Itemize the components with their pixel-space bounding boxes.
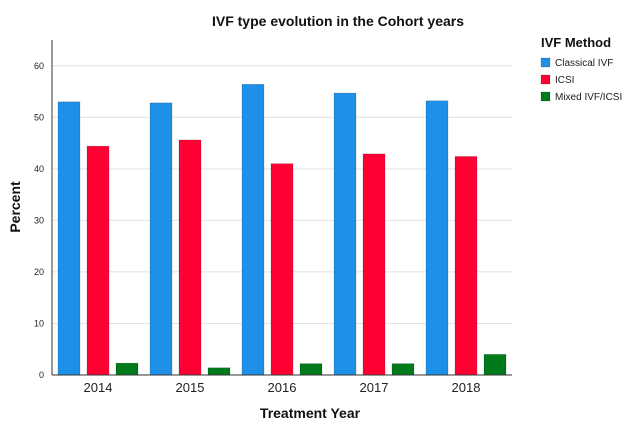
legend-title: IVF Method [541,35,611,50]
bar-icsi-2016 [270,163,294,376]
bar-classical-ivf-2016 [241,84,265,376]
bar-icsi-2014 [86,145,110,376]
bar-mixed-ivf-icsi-2014 [115,362,139,376]
y-tick-label: 0 [39,370,44,380]
y-tick-label: 50 [34,112,44,122]
legend-swatch-icsi [540,74,551,85]
legend-label: Classical IVF [555,58,613,69]
y-tick-label: 10 [34,318,44,328]
bar-classical-ivf-2018 [425,100,449,376]
y-tick-label: 30 [34,215,44,225]
legend-label: Mixed IVF/ICSI [555,92,622,103]
y-tick-labels: 0 10 20 30 40 50 60 [34,61,44,380]
legend-swatch-mixed-ivf-icsi [540,91,551,102]
x-tick-label: 2017 [360,380,389,395]
x-tick-label: 2014 [84,380,113,395]
bar-classical-ivf-2015 [149,102,173,376]
legend-items: Classical IVF ICSI Mixed IVF/ICSI [540,57,622,103]
x-axis-title: Treatment Year [260,405,361,421]
bar-mixed-ivf-icsi-2016 [299,363,323,376]
y-tick-label: 40 [34,164,44,174]
bar-icsi-2017 [362,153,386,376]
bar-mixed-ivf-icsi-2015 [207,367,231,376]
x-tick-label: 2016 [268,380,297,395]
x-tick-labels: 2014 2015 2016 2017 2018 [84,380,481,395]
legend-label: ICSI [555,75,574,86]
bar-classical-ivf-2014 [57,101,81,376]
bars [57,84,507,376]
bar-icsi-2015 [178,139,202,376]
y-tick-label: 20 [34,267,44,277]
bar-mixed-ivf-icsi-2018 [483,354,507,376]
bar-icsi-2018 [454,156,478,376]
y-tick-label: 60 [34,61,44,71]
legend: IVF Method Classical IVF ICSI Mixed IVF/IC… [540,35,622,103]
x-tick-label: 2015 [176,380,205,395]
legend-swatch-classical-ivf [540,57,551,68]
y-axis-title: Percent [7,181,23,233]
bar-classical-ivf-2017 [333,92,357,376]
bar-mixed-ivf-icsi-2017 [391,363,415,376]
x-tick-label: 2018 [452,380,481,395]
chart-title: IVF type evolution in the Cohort years [212,13,464,29]
